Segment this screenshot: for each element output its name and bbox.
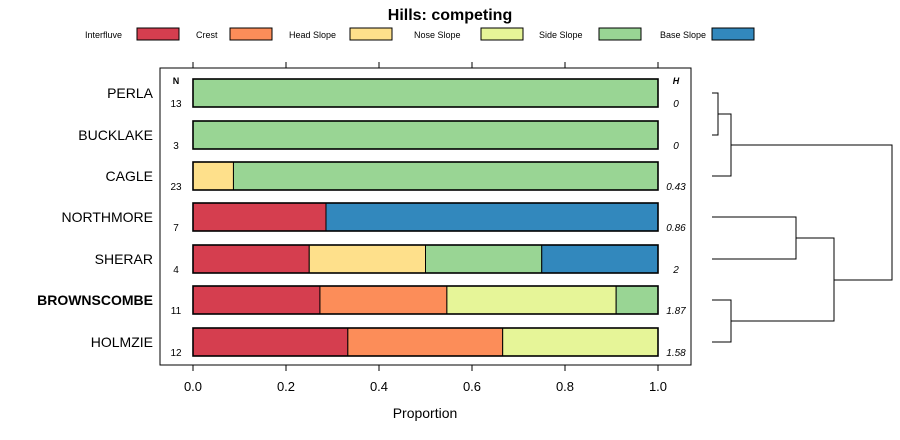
bar-row: HOLMZIE 12 1.58 bbox=[91, 327, 686, 359]
row-n-value: 12 bbox=[170, 348, 182, 359]
bar-outline bbox=[192, 120, 659, 150]
row-h-value: 2 bbox=[672, 265, 679, 276]
bar-outline bbox=[192, 78, 659, 108]
legend-label: Head Slope bbox=[289, 30, 336, 40]
bar-segment bbox=[192, 120, 659, 150]
chart-title: Hills: competing bbox=[388, 7, 512, 24]
legend: Interfluve Crest Head Slope Nose Slope Side … bbox=[85, 27, 755, 41]
dendrogram-branch bbox=[731, 237, 835, 322]
bar-row: SHERAR 4 2 bbox=[95, 244, 679, 276]
bar-row: PERLA 13 0 bbox=[107, 78, 679, 110]
legend-label: Side Slope bbox=[539, 30, 583, 40]
dendrogram bbox=[712, 92, 893, 343]
row-n-value: 23 bbox=[170, 182, 182, 193]
row-h-value: 0 bbox=[673, 141, 679, 152]
row-h-value: 0.86 bbox=[666, 223, 686, 234]
row-label: BROWNSCOMBE bbox=[37, 292, 153, 308]
dendrogram-branch bbox=[712, 92, 719, 136]
top-axis-ticks bbox=[192, 62, 659, 68]
bar-segment bbox=[347, 327, 504, 357]
dendrogram-branch bbox=[731, 144, 893, 281]
bar-segment bbox=[446, 285, 617, 315]
row-h-value: 0.43 bbox=[666, 182, 686, 193]
bar-segment bbox=[502, 327, 659, 357]
bar-segment bbox=[615, 285, 659, 315]
row-label: NORTHMORE bbox=[61, 209, 153, 225]
row-n-value: 11 bbox=[171, 306, 182, 317]
legend-swatch bbox=[598, 27, 642, 41]
bar-segment bbox=[541, 244, 659, 274]
row-n-value: 4 bbox=[173, 265, 179, 276]
bar-segment bbox=[325, 202, 659, 232]
legend-label: Interfluve bbox=[85, 30, 122, 40]
bar-segment bbox=[192, 244, 310, 274]
x-tick-label: 0.6 bbox=[463, 379, 481, 394]
bar-segment bbox=[232, 161, 659, 191]
row-h-value: 0 bbox=[673, 99, 679, 110]
bar-row: CAGLE 23 0.43 bbox=[106, 161, 686, 193]
bar-outline bbox=[192, 285, 659, 315]
row-label: PERLA bbox=[107, 85, 154, 101]
bar-segment bbox=[192, 78, 659, 108]
legend-swatch bbox=[349, 27, 393, 41]
row-n-value: 7 bbox=[173, 223, 179, 234]
x-tick-label: 0.2 bbox=[277, 379, 295, 394]
legend-swatch bbox=[136, 27, 180, 41]
bar-segment bbox=[319, 285, 448, 315]
bar-outline bbox=[192, 327, 659, 357]
bar-outline bbox=[192, 244, 659, 274]
row-n-value: 3 bbox=[173, 141, 179, 152]
bar-row: NORTHMORE 7 0.86 bbox=[61, 202, 686, 234]
legend-label: Nose Slope bbox=[414, 30, 461, 40]
h-header: H bbox=[673, 76, 680, 86]
x-tick-label: 0.4 bbox=[370, 379, 388, 394]
bar-segment bbox=[425, 244, 543, 274]
row-n-value: 13 bbox=[170, 99, 182, 110]
x-axis: 0.0 0.2 0.4 0.6 0.8 1.0 bbox=[184, 365, 667, 394]
row-h-value: 1.87 bbox=[666, 306, 686, 317]
legend-swatch bbox=[229, 27, 273, 41]
bar-rows: PERLA 13 0 BUCKLAKE 3 0 CAGLE 23 0.43 NORTHMORE 7 0… bbox=[37, 78, 686, 359]
legend-swatch bbox=[711, 27, 755, 41]
row-label: SHERAR bbox=[95, 251, 153, 267]
bar-segment bbox=[308, 244, 426, 274]
dendrogram-branch bbox=[712, 299, 732, 343]
row-label: CAGLE bbox=[106, 168, 153, 184]
legend-label: Base Slope bbox=[660, 30, 706, 40]
bar-outline bbox=[192, 202, 659, 232]
bar-segment bbox=[192, 202, 327, 232]
legend-swatch bbox=[480, 27, 524, 41]
dendrogram-branch bbox=[712, 113, 732, 177]
bar-row: BUCKLAKE 3 0 bbox=[78, 120, 679, 152]
bar-segment bbox=[192, 327, 349, 357]
dendrogram-branch bbox=[712, 216, 797, 260]
row-h-value: 1.58 bbox=[666, 348, 686, 359]
plot-frame bbox=[159, 67, 692, 366]
n-header: N bbox=[173, 76, 180, 86]
x-axis-label: Proportion bbox=[393, 405, 458, 421]
bar-segment bbox=[192, 161, 234, 191]
bar-row: BROWNSCOMBE 11 1.87 bbox=[37, 285, 686, 317]
x-tick-label: 0.0 bbox=[184, 379, 202, 394]
legend-label: Crest bbox=[196, 30, 218, 40]
row-label: HOLMZIE bbox=[91, 334, 153, 350]
row-label: BUCKLAKE bbox=[78, 127, 153, 143]
bar-segment bbox=[192, 285, 321, 315]
x-tick-label: 1.0 bbox=[649, 379, 667, 394]
bar-outline bbox=[192, 161, 659, 191]
x-tick-label: 0.8 bbox=[556, 379, 574, 394]
